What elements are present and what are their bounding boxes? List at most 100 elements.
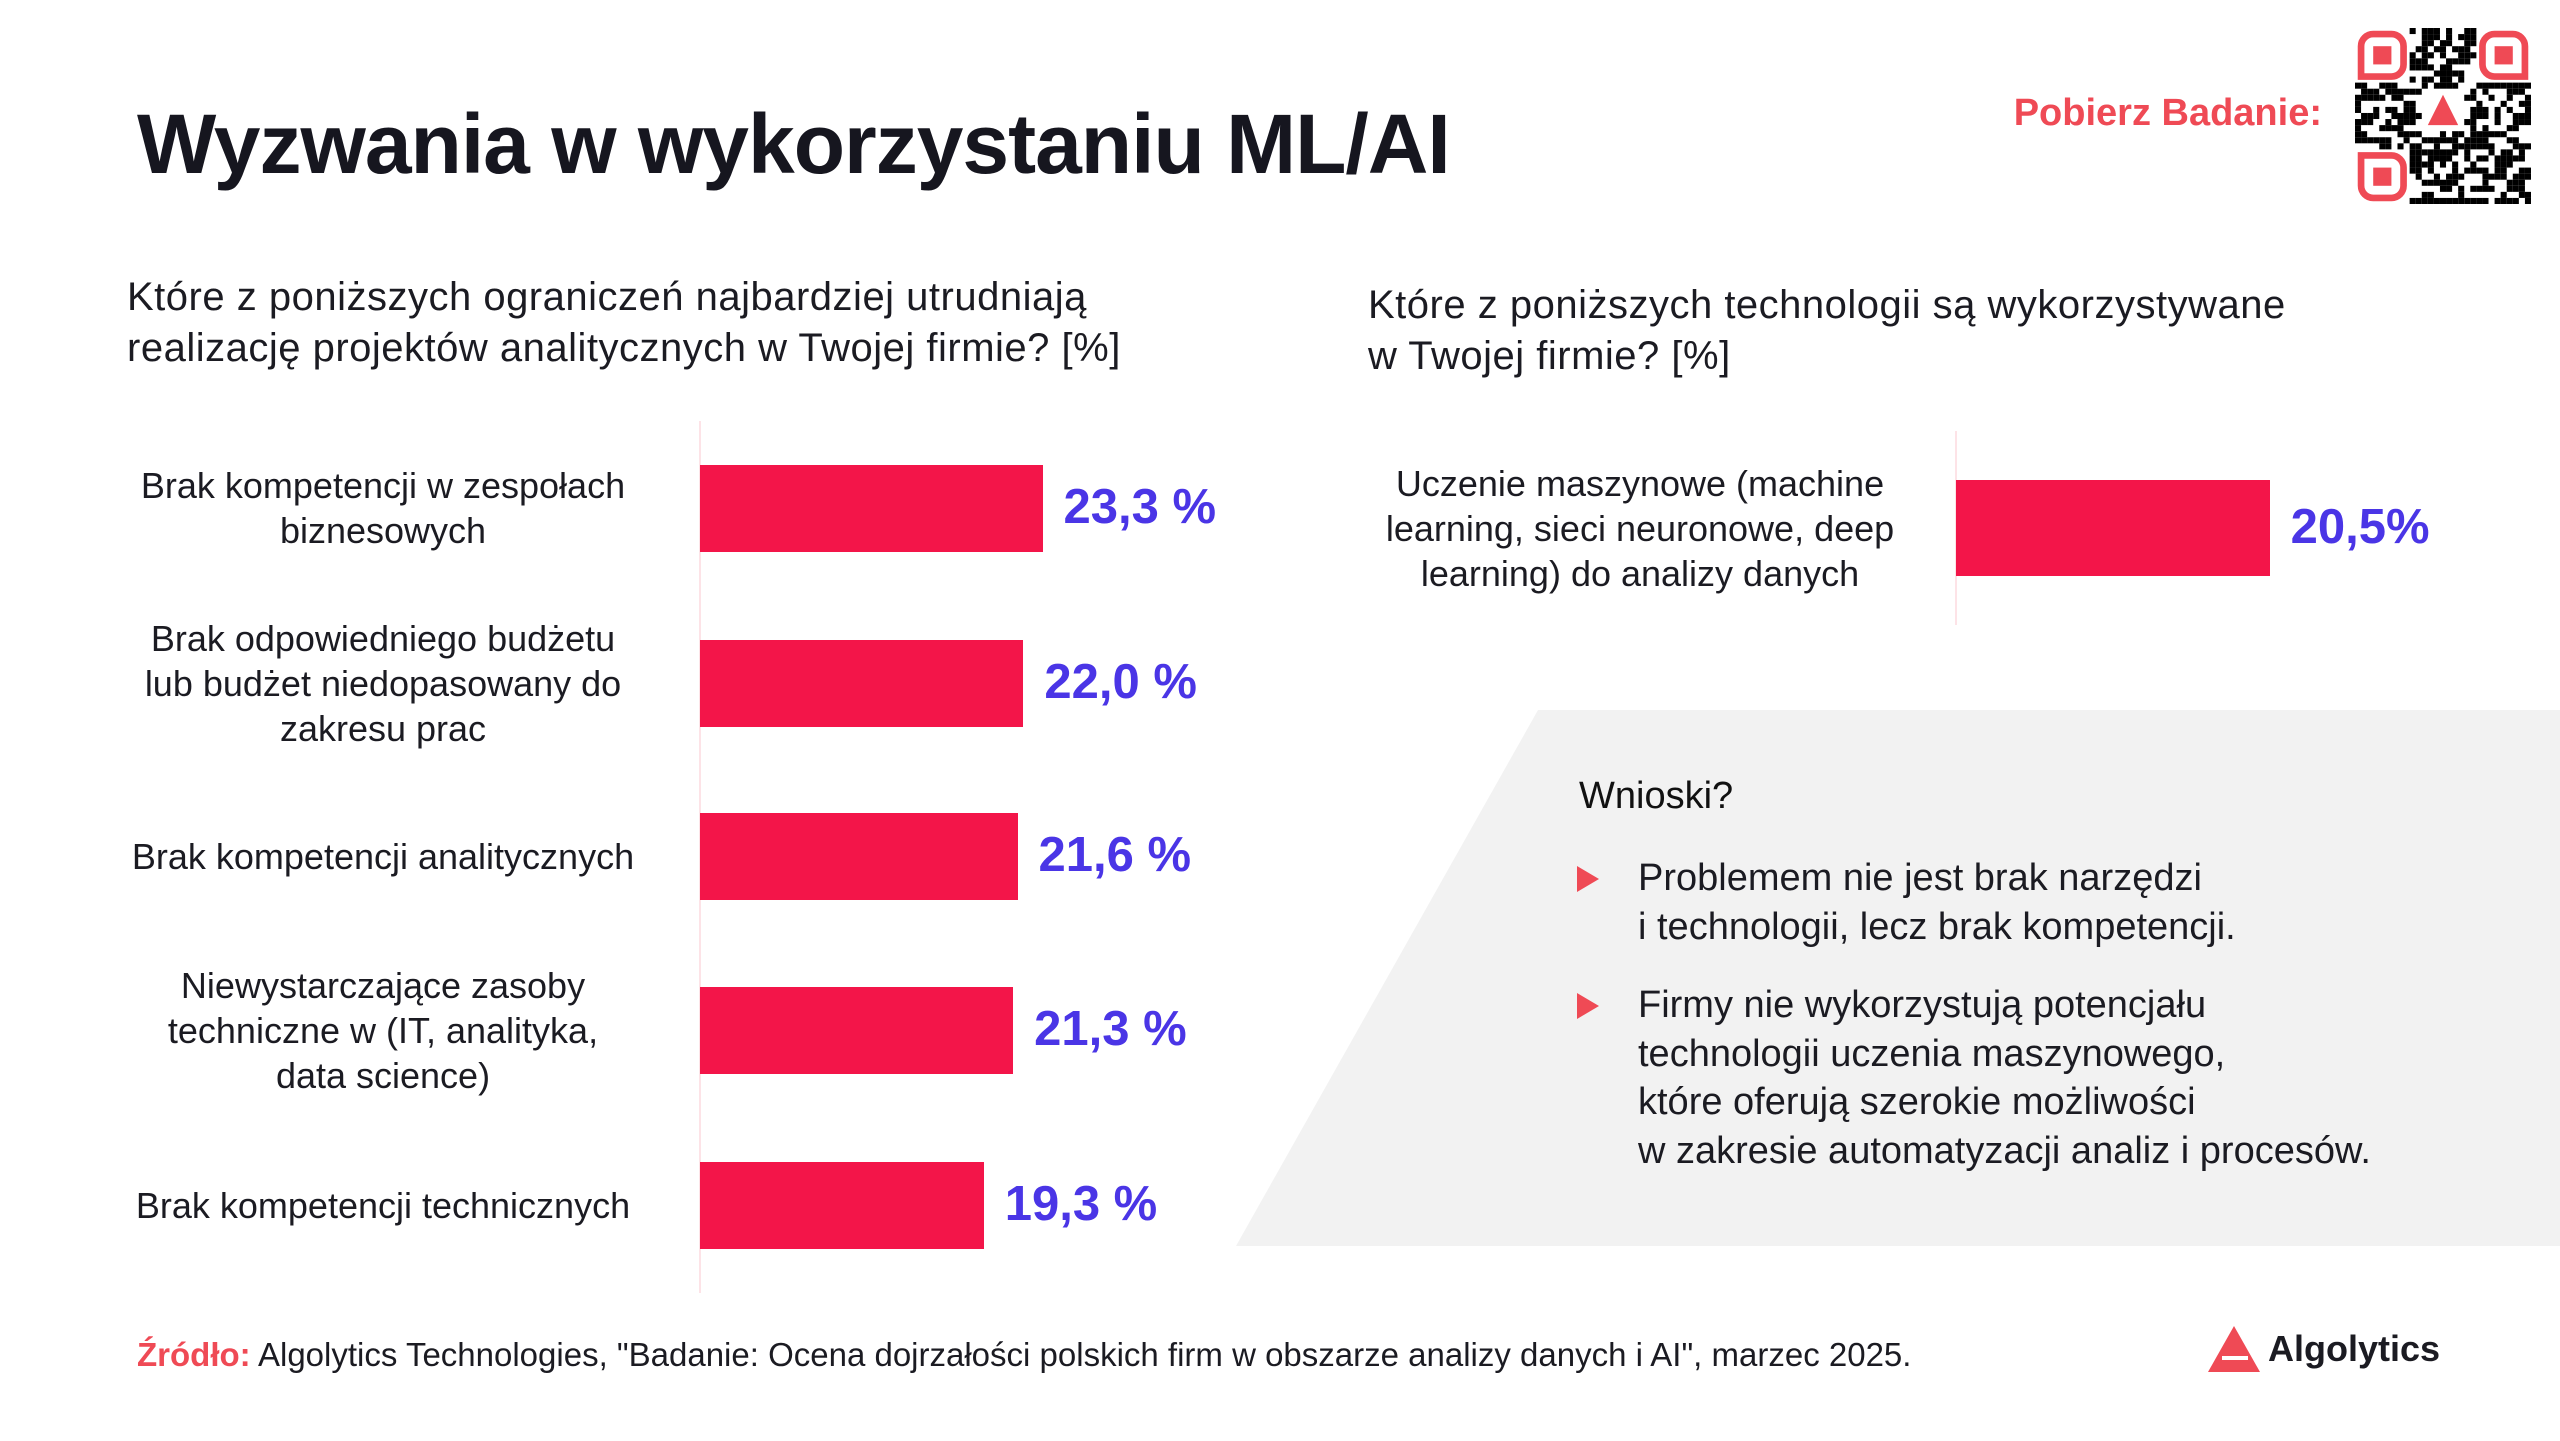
qr-module: [2476, 167, 2483, 174]
qr-module: [2518, 88, 2525, 95]
qr-module: [2524, 94, 2531, 101]
qr-module: [2506, 88, 2513, 95]
qr-module: [2397, 143, 2404, 150]
qr-module: [2524, 106, 2531, 113]
qr-module: [2409, 119, 2416, 126]
qr-module: [2458, 70, 2465, 77]
qr-module: [2518, 112, 2525, 120]
qr-module: [2373, 106, 2380, 113]
data-label: 23,3 %: [1063, 480, 1217, 534]
qr-module: [2427, 52, 2434, 59]
qr-module: [2488, 185, 2495, 192]
qr-module: [2488, 173, 2495, 180]
bar: [700, 1161, 984, 1249]
qr-module: [2361, 82, 2368, 89]
qr-module: [2464, 58, 2471, 65]
qr-module: [2476, 185, 2483, 192]
qr-module: [2355, 106, 2362, 113]
conclusion-item: Firmy nie wykorzystują potencjału techno…: [1638, 984, 2371, 1172]
qr-module: [2506, 179, 2513, 186]
qr-module: [2427, 179, 2434, 186]
qr-module: [2464, 137, 2471, 144]
qr-module: [2470, 52, 2477, 59]
qr-module: [2433, 28, 2440, 35]
algolytics-logo: Algolytics: [2208, 1326, 2440, 1372]
qr-module: [2470, 161, 2477, 168]
qr-module: [2427, 76, 2434, 83]
qr-module: [2385, 125, 2392, 132]
qr-module: [2439, 155, 2447, 162]
qr-module: [2518, 191, 2525, 198]
qr-module: [2458, 46, 2465, 53]
download-label[interactable]: Pobierz Badanie:: [2013, 92, 2322, 134]
qr-module: [2421, 149, 2428, 156]
qr-module: [2500, 100, 2507, 107]
qr-module: [2494, 167, 2501, 174]
qr-module: [2452, 46, 2459, 53]
qr-module: [2439, 179, 2447, 186]
qr-module: [2464, 40, 2471, 47]
qr-module: [2361, 137, 2368, 144]
bar: [700, 464, 1043, 552]
qr-module: [2385, 137, 2392, 144]
qr-module: [2379, 94, 2386, 101]
qr-module: [2446, 58, 2453, 65]
qr-module: [2433, 70, 2440, 77]
qr-module: [2421, 191, 2428, 198]
qr-module: [2482, 143, 2489, 150]
bar: [700, 986, 1014, 1074]
qr-module: [2385, 88, 2392, 95]
qr-module: [2452, 173, 2459, 180]
qr-module: [2524, 112, 2531, 120]
qr-module: [2452, 149, 2459, 156]
qr-module: [2415, 88, 2422, 95]
qr-module: [2458, 58, 2465, 65]
algolytics-triangle-icon: [2208, 1326, 2260, 1372]
qr-module: [2427, 161, 2434, 168]
qr-module: [2433, 173, 2440, 180]
qr-module: [2524, 82, 2531, 89]
qr-module: [2506, 197, 2513, 204]
qr-module: [2464, 155, 2471, 162]
qr-module: [2512, 82, 2519, 89]
qr-module: [2409, 161, 2416, 168]
qr-module: [2482, 185, 2489, 192]
qr-module: [2361, 88, 2368, 95]
qr-module: [2379, 82, 2386, 89]
qr-module: [2482, 179, 2489, 186]
qr-module: [2379, 137, 2386, 144]
qr-module: [2470, 94, 2477, 101]
qr-module: [2512, 137, 2519, 144]
qr-module: [2512, 88, 2519, 95]
qr-module: [2494, 173, 2501, 180]
qr-module: [2433, 34, 2440, 41]
bar: [700, 812, 1018, 900]
qr-module: [2494, 112, 2501, 120]
category-label: Brak kompetencji technicznych: [135, 1184, 631, 1226]
qr-module: [2524, 173, 2531, 180]
qr-module: [2421, 179, 2428, 186]
triangle-bullet-icon: [1577, 866, 1599, 892]
qr-module: [2506, 155, 2513, 162]
qr-module: [2379, 125, 2386, 132]
qr-code-icon[interactable]: [2355, 28, 2531, 204]
qr-module: [2439, 64, 2447, 71]
qr-module: [2482, 155, 2489, 162]
qr-module: [2458, 143, 2465, 150]
qr-module: [2494, 197, 2501, 204]
qr-module: [2391, 88, 2398, 95]
qr-module: [2482, 106, 2489, 113]
qr-module: [2494, 161, 2501, 168]
qr-module: [2421, 76, 2428, 83]
qr-module: [2518, 143, 2525, 150]
qr-module: [2415, 155, 2422, 162]
qr-module: [2518, 185, 2525, 192]
source-label: Źródło:: [137, 1336, 251, 1373]
qr-module: [2415, 46, 2422, 53]
qr-module: [2367, 119, 2374, 126]
qr-module: [2427, 28, 2434, 35]
qr-module: [2403, 88, 2410, 95]
qr-module: [2458, 76, 2465, 83]
qr-module: [2433, 137, 2440, 144]
qr-module: [2391, 82, 2398, 89]
